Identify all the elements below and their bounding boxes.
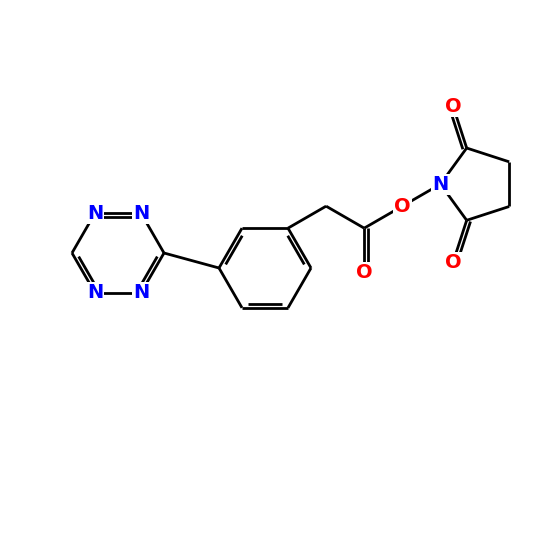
Text: O: O [394, 197, 410, 216]
Text: O: O [356, 262, 373, 282]
Text: O: O [445, 253, 461, 272]
Text: N: N [432, 175, 449, 193]
Text: O: O [445, 96, 461, 116]
Text: N: N [87, 283, 103, 302]
Text: N: N [87, 204, 103, 222]
Text: N: N [432, 175, 449, 193]
Text: N: N [133, 283, 149, 302]
Text: N: N [133, 204, 149, 222]
